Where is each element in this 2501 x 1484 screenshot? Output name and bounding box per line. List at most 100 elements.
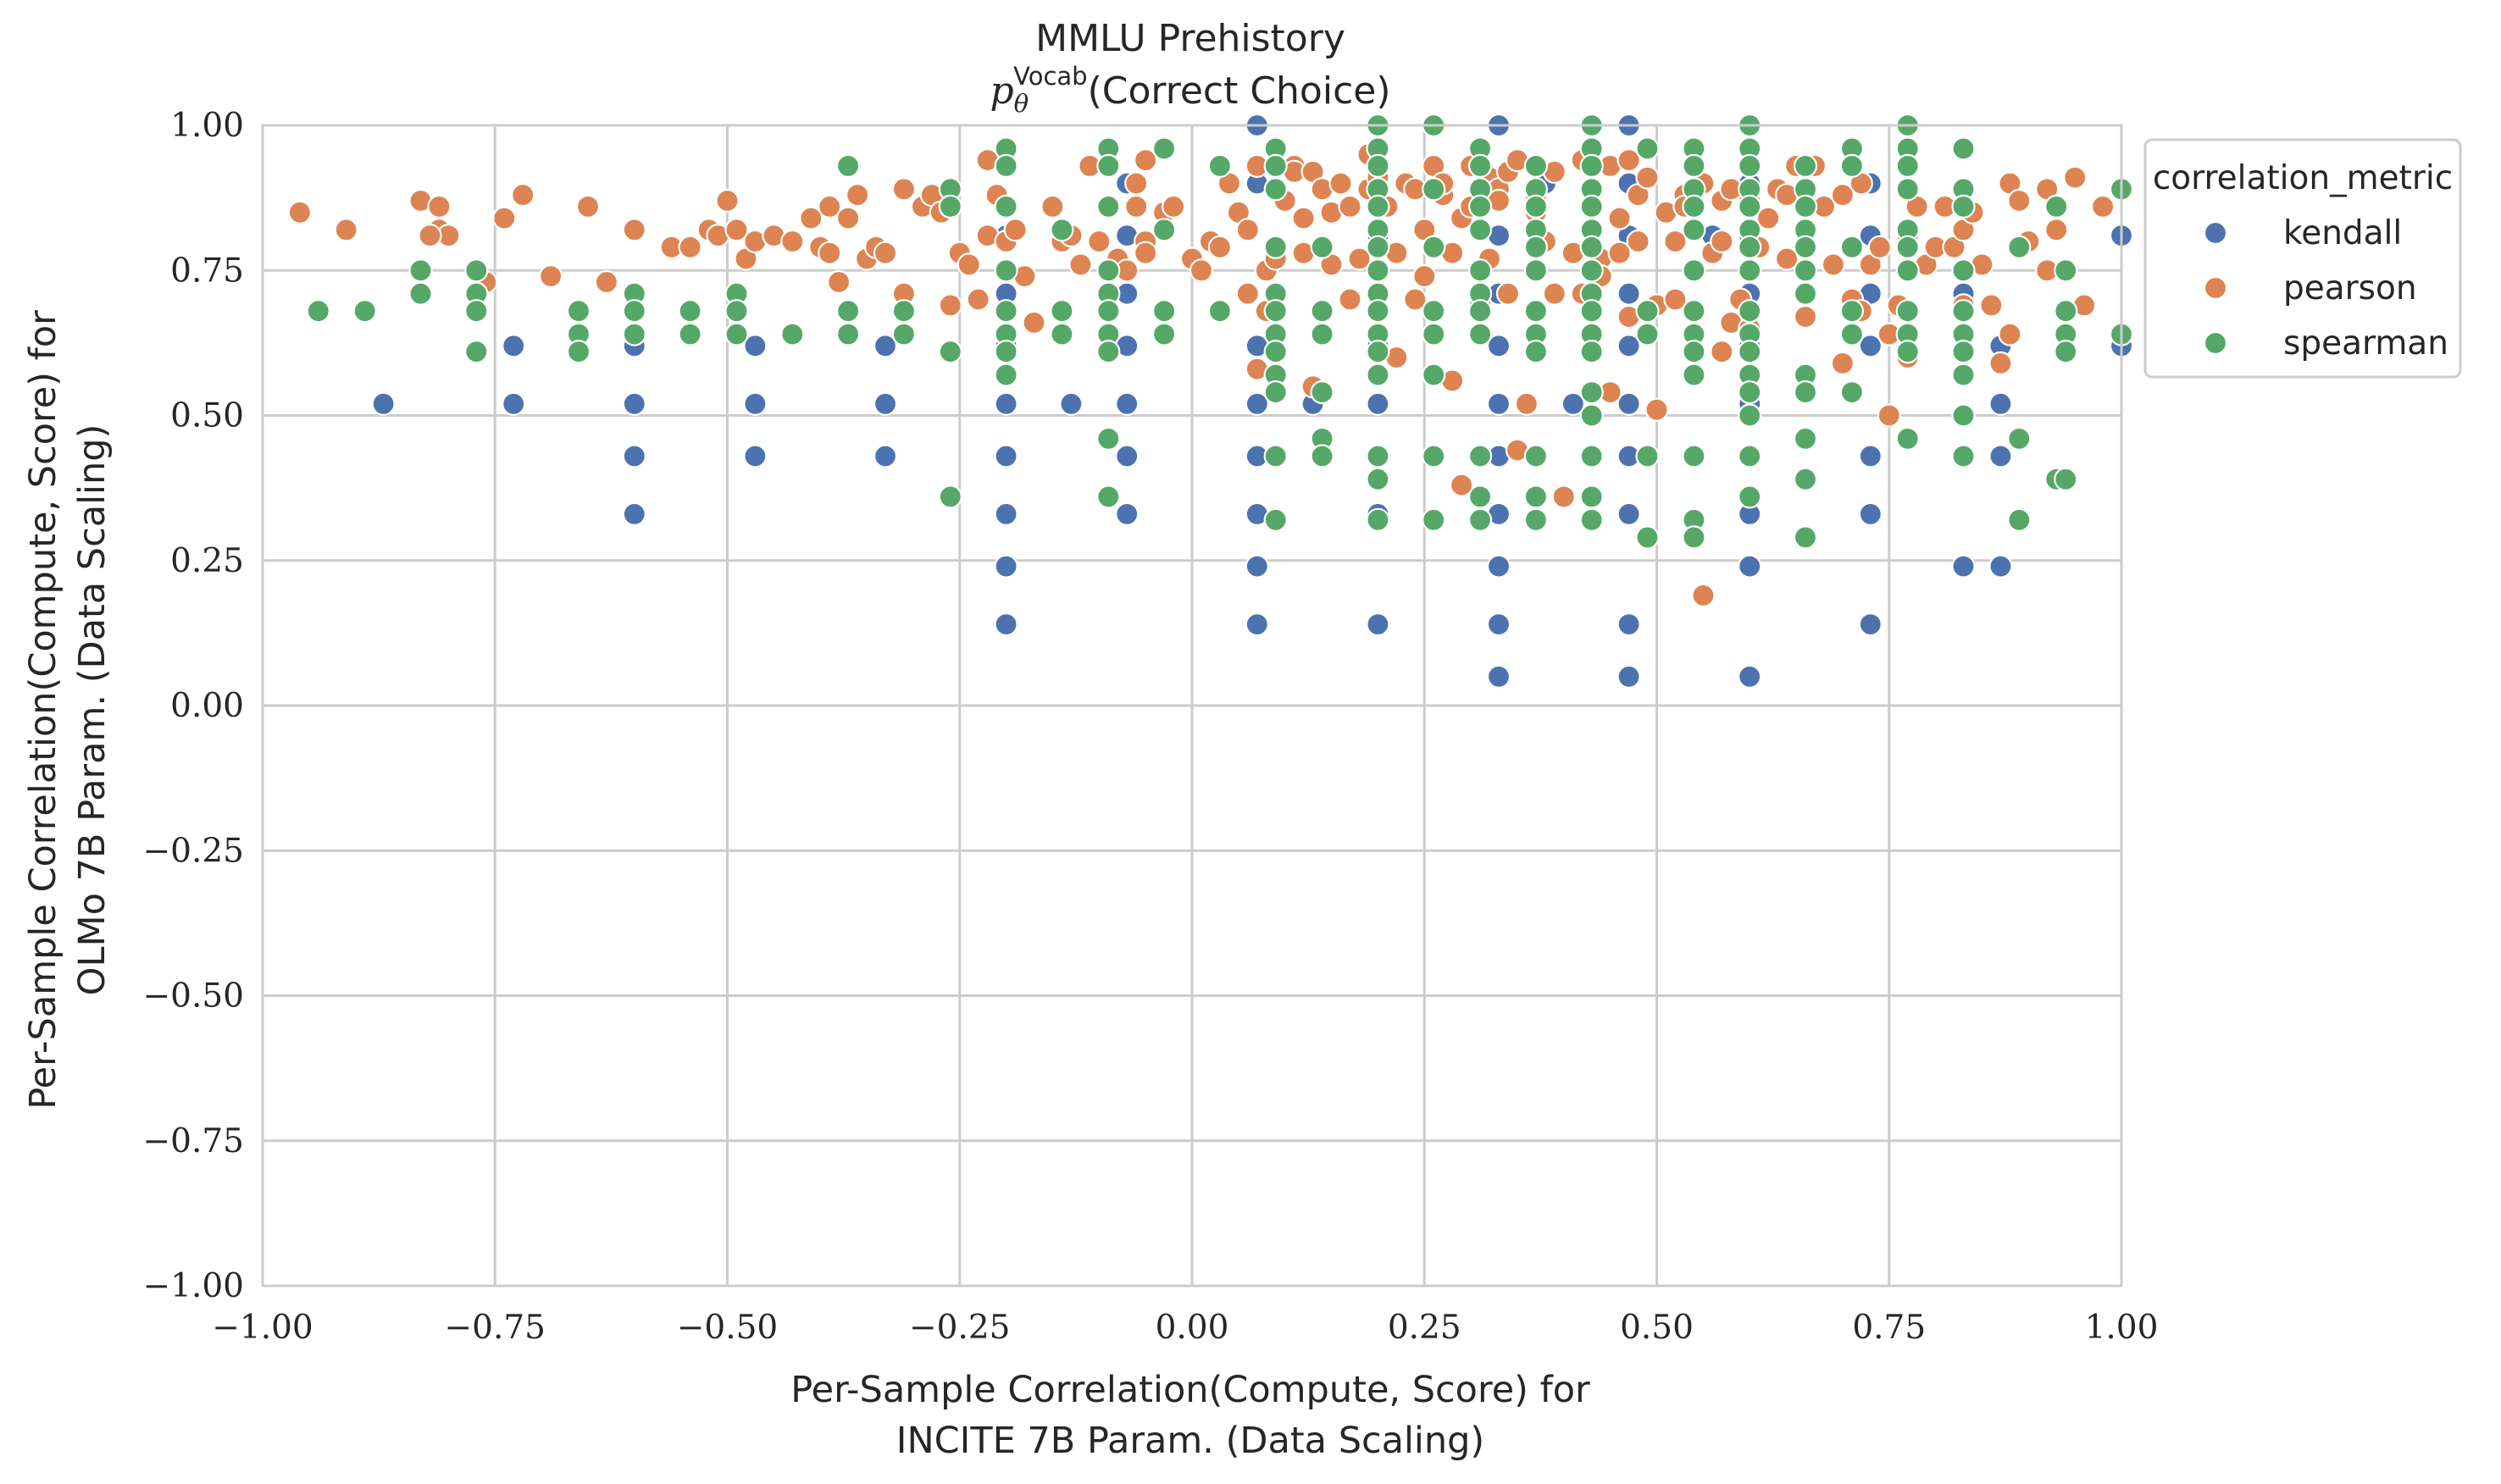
point-spearman: [1682, 444, 1706, 468]
point-pearson: [1003, 218, 1028, 242]
point-pearson: [1626, 229, 1650, 254]
point-pearson: [1161, 194, 1186, 219]
point-spearman: [1951, 258, 1976, 283]
point-kendall: [1245, 391, 1269, 416]
point-spearman: [408, 258, 433, 283]
point-pearson: [1235, 281, 1260, 306]
point-spearman: [1096, 426, 1121, 451]
point-spearman: [891, 322, 917, 346]
y-axis-label-line1: Per-Sample Correlation(Compute, Score) f…: [22, 310, 64, 1110]
point-spearman: [1263, 444, 1288, 468]
point-pearson: [1607, 241, 1632, 265]
point-spearman: [1738, 444, 1762, 468]
point-kendall: [994, 554, 1018, 579]
chart-title-group: MMLU Prehistory pθVocab(Correct Choice): [990, 17, 1390, 118]
point-spearman: [1263, 340, 1288, 364]
point-spearman: [1793, 281, 1818, 306]
point-spearman: [1207, 153, 1233, 178]
point-pearson: [1710, 229, 1734, 254]
point-pearson: [492, 206, 517, 230]
point-spearman: [464, 299, 489, 324]
point-kendall: [1858, 612, 1883, 637]
point-spearman: [1151, 136, 1177, 161]
point-kendall: [743, 444, 768, 468]
x-tick-label: −0.50: [677, 1309, 779, 1347]
point-spearman: [1895, 340, 1920, 364]
point-pearson: [594, 269, 619, 295]
point-kendall: [873, 334, 898, 358]
y-tick-label: 1.00: [170, 107, 244, 145]
point-spearman: [994, 340, 1018, 364]
point-pearson: [287, 200, 312, 224]
point-spearman: [1793, 380, 1818, 405]
point-pearson: [1495, 281, 1521, 306]
point-spearman: [464, 258, 489, 283]
point-pearson: [2091, 194, 2116, 219]
legend-label-pearson: pearson: [2283, 269, 2417, 307]
point-kendall: [1115, 444, 1140, 468]
point-spearman: [1738, 194, 1762, 219]
point-pearson: [1040, 194, 1065, 219]
point-spearman: [1310, 322, 1334, 346]
chart-title: MMLU Prehistory: [1035, 17, 1345, 60]
point-spearman: [1523, 444, 1549, 468]
point-pearson: [1691, 583, 1716, 608]
point-kendall: [1486, 664, 1511, 689]
point-spearman: [1467, 444, 1493, 468]
point-pearson: [1449, 473, 1474, 497]
y-tick-label: −1.00: [142, 1267, 244, 1305]
point-spearman: [678, 299, 702, 324]
point-pearson: [1124, 171, 1149, 196]
point-spearman: [938, 485, 962, 509]
point-spearman: [1682, 153, 1706, 178]
point-kendall: [1616, 281, 1641, 306]
point-spearman: [994, 153, 1018, 178]
point-kendall: [1858, 444, 1883, 468]
point-kendall: [1059, 391, 1084, 416]
point-pearson: [1124, 194, 1149, 219]
point-pearson: [1979, 293, 2004, 318]
point-kendall: [1951, 554, 1976, 579]
point-pearson: [1291, 206, 1316, 230]
point-spearman: [1096, 194, 1121, 219]
point-spearman: [1951, 340, 1976, 364]
point-pearson: [1867, 235, 1892, 259]
subtitle-math-sup: Vocab: [1013, 62, 1087, 91]
point-spearman: [891, 299, 917, 324]
point-kendall: [502, 334, 526, 358]
point-spearman: [1467, 507, 1493, 532]
point-spearman: [1096, 299, 1121, 324]
point-spearman: [1151, 218, 1177, 242]
point-kendall: [1366, 612, 1390, 637]
point-spearman: [994, 363, 1018, 387]
point-spearman: [1050, 299, 1074, 324]
point-kendall: [1486, 612, 1511, 637]
point-pearson: [1635, 165, 1660, 190]
point-spearman: [1467, 194, 1493, 219]
point-spearman: [1738, 258, 1762, 283]
point-spearman: [1467, 218, 1493, 242]
point-pearson: [1663, 287, 1688, 312]
point-spearman: [1050, 218, 1074, 242]
point-spearman: [1738, 153, 1762, 178]
point-pearson: [873, 241, 898, 265]
point-kendall: [1616, 501, 1641, 527]
point-spearman: [1579, 258, 1604, 283]
point-pearson: [418, 224, 442, 248]
point-spearman: [1951, 363, 1976, 387]
subtitle-math-p: p: [990, 69, 1013, 113]
y-tick-label: 0.50: [170, 397, 244, 435]
point-spearman: [1895, 177, 1920, 202]
point-pearson: [1338, 194, 1362, 219]
point-spearman: [1523, 235, 1549, 259]
point-pearson: [1821, 252, 1845, 277]
point-spearman: [994, 299, 1018, 324]
point-pearson: [1133, 241, 1158, 265]
point-pearson: [1338, 287, 1362, 312]
point-spearman: [622, 322, 646, 346]
point-pearson: [1207, 235, 1233, 259]
point-spearman: [1895, 299, 1920, 324]
point-spearman: [1422, 299, 1446, 324]
point-spearman: [724, 322, 749, 346]
point-spearman: [1951, 403, 1976, 428]
